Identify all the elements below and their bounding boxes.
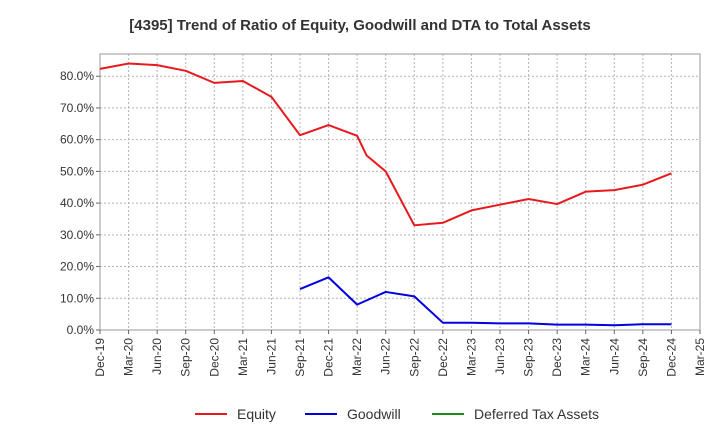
x-tick-label: Dec-23 xyxy=(550,338,564,377)
y-tick-label: 40.0% xyxy=(60,196,94,210)
x-tick-label: Mar-25 xyxy=(693,338,707,376)
x-tick-label: Jun-21 xyxy=(264,338,278,375)
x-tick-label: Sep-21 xyxy=(293,338,307,377)
y-tick-label: 30.0% xyxy=(60,228,94,242)
legend-label: Goodwill xyxy=(347,406,401,422)
x-tick-label: Dec-21 xyxy=(322,338,336,377)
y-tick-label: 50.0% xyxy=(60,164,94,178)
y-tick-label: 20.0% xyxy=(60,260,94,274)
x-tick-label: Dec-20 xyxy=(207,338,221,377)
x-tick-label: Sep-23 xyxy=(522,338,536,377)
equity-series-line xyxy=(99,62,672,227)
plot-frame xyxy=(99,53,701,331)
legend: Equity Goodwill Deferred Tax Assets xyxy=(195,406,599,422)
gridlines xyxy=(100,54,700,331)
y-tick-label: 70.0% xyxy=(60,101,94,115)
x-tick-label: Dec-19 xyxy=(93,338,107,377)
x-tick-label: Jun-22 xyxy=(379,338,393,375)
series-lines xyxy=(99,62,672,327)
y-tick-label: 0.0% xyxy=(67,323,95,337)
x-tick-label: Dec-24 xyxy=(664,338,678,377)
x-tick-label: Dec-22 xyxy=(436,338,450,377)
x-tick-label: Mar-23 xyxy=(464,338,478,376)
y-tick-label: 60.0% xyxy=(60,133,94,147)
chart-title: [4395] Trend of Ratio of Equity, Goodwil… xyxy=(129,17,590,34)
x-tick-label: Mar-20 xyxy=(122,338,136,376)
x-tick-label: Sep-24 xyxy=(636,338,650,377)
y-tick-label: 10.0% xyxy=(60,291,94,305)
goodwill-series-line xyxy=(299,276,672,327)
x-tick-label: Sep-22 xyxy=(407,338,421,377)
x-tick-label: Sep-20 xyxy=(179,338,193,377)
legend-label: Equity xyxy=(237,406,276,422)
x-tick-label: Jun-24 xyxy=(607,338,621,375)
legend-label: Deferred Tax Assets xyxy=(474,406,599,422)
y-tick-label: 80.0% xyxy=(60,69,94,83)
x-tick-label: Mar-21 xyxy=(236,338,250,376)
x-tick-label: Jun-23 xyxy=(493,338,507,375)
y-axis-ticks: 0.0% 10.0% 20.0% 30.0% 40.0% 50.0% 60.0% 70.0% 8… xyxy=(60,69,100,337)
x-tick-label: Mar-24 xyxy=(579,338,593,376)
x-tick-label: Jun-20 xyxy=(150,338,164,375)
x-tick-label: Mar-22 xyxy=(350,338,364,376)
x-axis-ticks: Dec-19 Mar-20 Jun-20 Sep-20 Dec-20 Mar-21 Jun-… xyxy=(93,330,707,377)
